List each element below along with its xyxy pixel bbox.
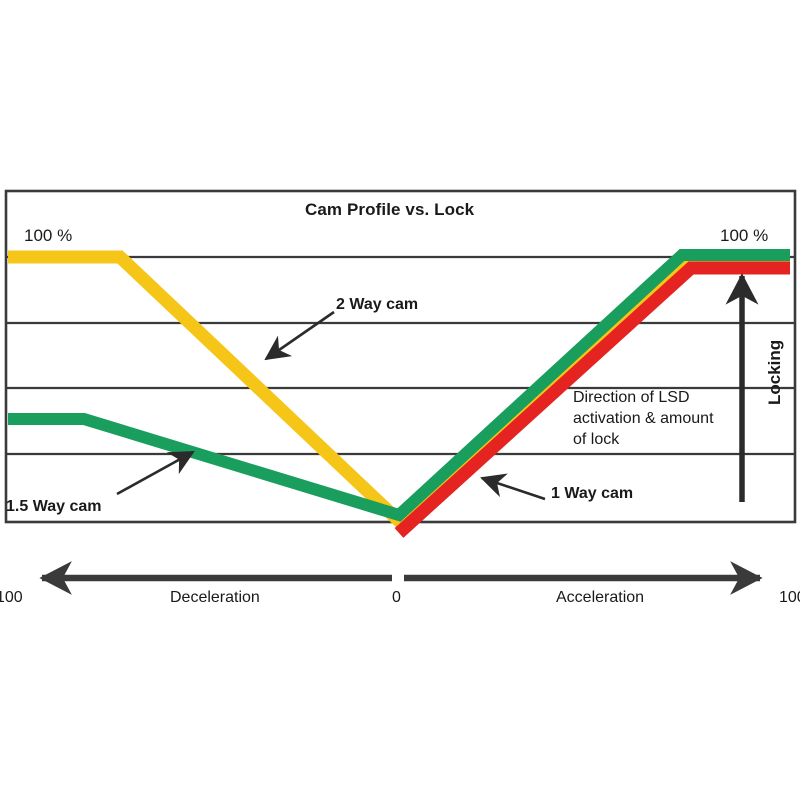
note-line-3: of lock — [573, 431, 620, 448]
label-2-way-cam: 2 Way cam — [336, 296, 419, 313]
series-1-way-cam — [394, 261, 790, 538]
locking-axis-label: Locking — [765, 339, 784, 405]
arrow-15-way-cam — [116, 450, 195, 496]
axis-value-left: 100 — [0, 589, 23, 606]
axis-label-deceleration: Deceleration — [170, 589, 260, 606]
page-title: Cam Profile vs. Lock — [305, 200, 475, 219]
percent-label-left: 100 % — [24, 226, 73, 245]
axis-value-right: 100 — [779, 589, 800, 606]
arrow-1-way-cam — [480, 473, 546, 501]
axis-value-center: 0 — [392, 589, 401, 606]
label-1-way-cam: 1 Way cam — [551, 485, 634, 502]
arrow-2-way-cam — [264, 310, 335, 361]
label-15-way-cam: 1.5 Way cam — [6, 498, 102, 515]
percent-label-right: 100 % — [720, 226, 769, 245]
series-15-way-cam — [8, 249, 790, 522]
note-line-1: Direction of LSD — [573, 389, 690, 406]
note-line-2: activation & amount — [573, 410, 714, 427]
axis-label-acceleration: Acceleration — [556, 589, 645, 606]
